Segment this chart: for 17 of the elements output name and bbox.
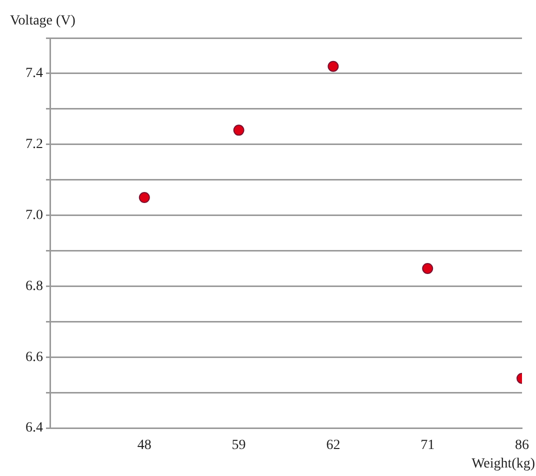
x-tick-label: 71	[420, 438, 435, 454]
x-tick-label: 62	[326, 438, 340, 454]
point	[138, 192, 150, 204]
x-tick-label: 48	[137, 438, 152, 454]
point	[422, 262, 434, 274]
point	[328, 60, 339, 72]
y-tick-label: 7.0	[26, 208, 43, 223]
y-tick-label: 6.4	[26, 420, 43, 436]
y-tick-label: 6.6	[26, 350, 43, 365]
x-axis-title: Weight(kg)	[472, 456, 536, 472]
y-tick-label: 7.2	[26, 137, 43, 152]
y-tick-label: 6.8	[26, 278, 43, 294]
x-tick-label: 86	[515, 438, 529, 454]
y-axis-title: Voltage (V)	[10, 14, 76, 29]
x-tick-label: 59	[232, 438, 246, 454]
y-tick-label: 7.4	[26, 66, 43, 82]
point	[233, 124, 244, 136]
